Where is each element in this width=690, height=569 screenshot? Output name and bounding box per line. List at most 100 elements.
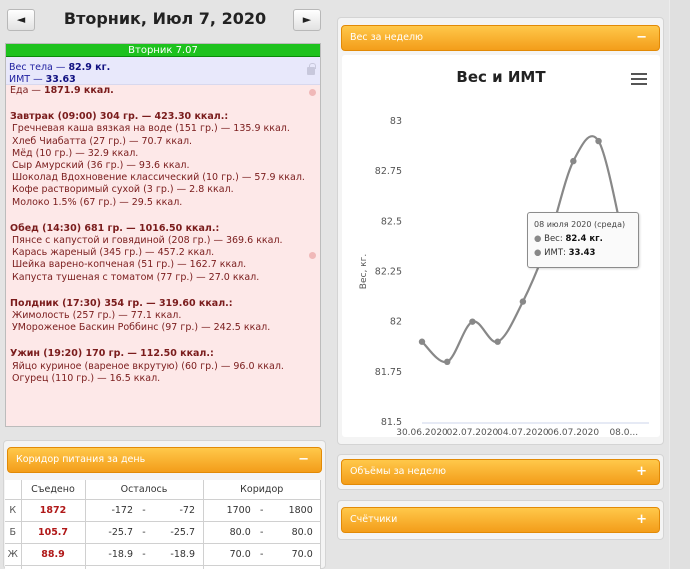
next-day-button[interactable]: ► xyxy=(293,9,321,31)
meal-title[interactable]: Полдник (17:30) 354 гр. — 319.60 ккал.: xyxy=(10,297,233,309)
expand-icon[interactable]: + xyxy=(636,512,647,527)
bmi-value: 33.63 xyxy=(45,74,76,85)
weight-week-panel-title: Вес за неделю xyxy=(350,32,424,43)
corridor-panel-title: Коридор питания за день xyxy=(16,454,146,465)
food-item[interactable]: Шейка варено-копченая (51 гр.) — 162.7 к… xyxy=(12,259,247,271)
y-tick-label: 82 xyxy=(390,317,402,328)
day-log: Вторник 7.07 Вес тела — 82.9 кг. ИМТ — 3… xyxy=(5,43,321,427)
weight-line: Вес тела — 82.9 кг. xyxy=(9,62,111,73)
y-tick-label: 83 xyxy=(390,116,402,127)
row-label: Б xyxy=(5,521,22,544)
data-point xyxy=(570,157,577,165)
food-item[interactable]: УМороженое Баскин Роббинс (97 гр.) — 242… xyxy=(12,322,271,334)
food-list: Еда — 1871.9 ккал. Завтрак (09:00) 304 г… xyxy=(6,85,320,385)
column-header-left: Осталось xyxy=(85,480,204,500)
tooltip-date: 08 июля 2020 (среда) xyxy=(534,220,626,229)
corridor-panel-header[interactable]: Коридор питания за день − xyxy=(7,447,322,473)
data-point xyxy=(519,298,527,305)
weight-week-panel-header[interactable]: Вес за неделю − xyxy=(341,25,660,51)
counters-panel: Счётчики + xyxy=(337,500,664,540)
meal-title[interactable]: Обед (14:30) 681 гр. — 1016.50 ккал.: xyxy=(10,222,220,234)
food-item[interactable]: Сыр Амурский (36 гр.) — 93.6 ккал. xyxy=(12,160,190,172)
tooltip-weight: ● Вес: 82.4 кг. xyxy=(534,234,603,244)
table-row: Ж 88.9 -18.9- -18.9 70.0-70.0 xyxy=(5,543,321,566)
meals-container: Завтрак (09:00) 304 гр. — 423.30 ккал.: Г… xyxy=(10,111,320,385)
corridor-table: Съедено Осталось Коридор К 1872 -172- -72 17… xyxy=(5,480,321,569)
data-point xyxy=(418,338,426,345)
x-tick-label: 08.0... xyxy=(609,428,638,437)
x-tick-label: 30.06.2020 xyxy=(396,428,448,437)
food-item[interactable]: Шоколад Вдохновение классический (10 гр.… xyxy=(12,172,305,184)
table-row: К 1872 -172- -72 1700-1800 xyxy=(5,499,321,522)
left-range: -172- -72 xyxy=(85,499,204,522)
corridor-range: 187.5-212.5 xyxy=(203,565,321,569)
x-tick-label: 04.07.2020 xyxy=(497,428,549,437)
chart-tooltip: 08 июля 2020 (среда) ● Вес: 82.4 кг. ● И… xyxy=(527,212,639,268)
counters-panel-header[interactable]: Счётчики + xyxy=(341,507,660,533)
x-tick-label: 06.07.2020 xyxy=(548,428,600,437)
tooltip-bmi: ● ИМТ: 33.43 xyxy=(534,248,596,258)
food-item[interactable]: Гречневая каша вязкая на воде (151 гр.) … xyxy=(12,123,290,135)
meal-title[interactable]: Завтрак (09:00) 304 гр. — 423.30 ккал.: xyxy=(10,111,229,123)
y-tick-label: 81.5 xyxy=(381,417,402,428)
y-tick-label: 81.75 xyxy=(375,367,402,378)
meal-title[interactable]: Ужин (19:20) 170 гр. — 112.50 ккал.: xyxy=(10,348,214,360)
day-header[interactable]: Вторник 7.07 xyxy=(6,44,320,57)
row-label: У xyxy=(5,565,22,569)
chart-title: Вес и ИМТ xyxy=(456,68,546,86)
date-title: Вторник, Июл 7, 2020 xyxy=(63,9,267,28)
right-scroll-rail[interactable] xyxy=(669,0,690,569)
eaten-value: 164.0 xyxy=(21,565,86,569)
weight-value: 82.9 кг. xyxy=(68,62,111,73)
data-point xyxy=(469,318,476,325)
x-tick-label: 02.07.2020 xyxy=(447,428,499,437)
left-range: -18.9- -18.9 xyxy=(85,543,204,566)
food-total[interactable]: Еда — 1871.9 ккал. xyxy=(10,85,114,96)
y-tick-label: 82.75 xyxy=(375,166,402,177)
food-item[interactable]: Молоко 1.5% (67 гр.) — 29.5 ккал. xyxy=(12,196,183,208)
y-tick-label: 82.5 xyxy=(381,216,402,227)
volumes-week-panel: Объёмы за неделю + xyxy=(337,454,664,490)
collapse-icon[interactable]: − xyxy=(636,30,647,45)
corridor-range: 1700-1800 xyxy=(203,499,321,522)
y-axis-title: Вес, кг. xyxy=(359,254,369,289)
y-tick-label: 82.25 xyxy=(375,267,402,278)
chart-canvas: 83 82.75 82.5 82.25 82 81.75 81.5 Вес, кг. 30.06… xyxy=(359,116,649,437)
food-item[interactable]: Кофе растворимый сухой (3 гр.) — 2.8 кка… xyxy=(12,184,234,196)
lock-icon[interactable] xyxy=(307,63,316,75)
apple-icon[interactable] xyxy=(309,252,316,259)
food-value: 1871.9 ккал. xyxy=(43,85,114,96)
left-range: 23.5-48.5 xyxy=(85,565,204,569)
volumes-week-panel-header[interactable]: Объёмы за неделю + xyxy=(341,459,660,485)
eaten-value: 105.7 xyxy=(21,521,86,544)
food-item[interactable]: Огурец (110 гр.) — 16.5 ккал. xyxy=(12,372,161,384)
food-item[interactable]: Жимолость (257 гр.) — 77.1 ккал. xyxy=(12,310,182,322)
hamburger-menu-icon[interactable] xyxy=(631,73,647,85)
food-item[interactable]: Мёд (10 гр.) — 32.9 ккал. xyxy=(12,147,139,159)
apple-icon[interactable] xyxy=(309,89,316,96)
weight-label: Вес тела xyxy=(9,62,53,73)
data-point xyxy=(494,338,501,345)
eaten-value: 1872 xyxy=(21,499,86,522)
weight-chart: Вес и ИМТ 83 82.75 82.5 82.25 82 81.75 81.5 Вес… xyxy=(342,55,660,437)
food-item[interactable]: Капуста тушеная с томатом (77 гр.) — 27.… xyxy=(12,271,260,283)
expand-icon[interactable]: + xyxy=(636,464,647,479)
eaten-value: 88.9 xyxy=(21,543,86,566)
food-label: Еда xyxy=(10,85,29,96)
row-label: К xyxy=(5,499,22,522)
food-item[interactable]: Пянсе с капустой и говядиной (208 гр.) —… xyxy=(12,235,283,247)
prev-day-button[interactable]: ◄ xyxy=(7,9,35,31)
food-item[interactable]: Карась жареный (345 гр.) — 457.2 ккал. xyxy=(12,247,215,259)
collapse-icon[interactable]: − xyxy=(298,452,309,467)
corridor-table-body: К 1872 -172- -72 1700-1800 Б 105.7 -25.7- -25.7 8… xyxy=(5,499,321,569)
date-navigation: ◄ Вторник, Июл 7, 2020 ► xyxy=(0,0,330,40)
body-metrics[interactable]: Вес тела — 82.9 кг. ИМТ — 33.63 xyxy=(6,57,320,85)
table-row: У164.023.5-48.5187.5-212.5 xyxy=(5,565,321,569)
data-point xyxy=(595,137,602,145)
food-item[interactable]: Хлеб Чиабатта (27 гр.) — 70.7 ккал. xyxy=(12,135,193,147)
counters-panel-title: Счётчики xyxy=(350,514,398,525)
bmi-label: ИМТ xyxy=(9,74,31,85)
column-header-eaten: Съедено xyxy=(21,480,86,500)
food-item[interactable]: Яйцо куриное (вареное вкрутую) (60 гр.) … xyxy=(12,360,284,372)
corridor-range: 70.0-70.0 xyxy=(203,543,321,566)
